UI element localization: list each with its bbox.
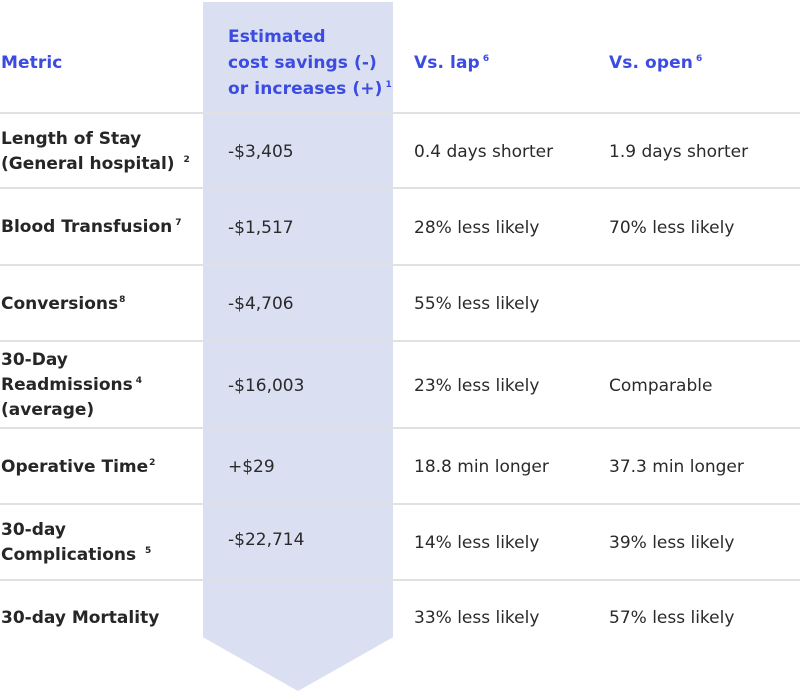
cost-cell: -$16,003 bbox=[228, 375, 305, 396]
footnote-ref: 8 bbox=[119, 294, 126, 305]
row-divider bbox=[0, 264, 800, 266]
table-row-readmissions: 30-Day Readmissions 4 (average) -$16,003 … bbox=[0, 342, 800, 429]
footnote-ref: 7 bbox=[175, 218, 182, 229]
footnote-ref: 6 bbox=[482, 54, 490, 65]
column-header-vs-open: Vs. open 6 bbox=[609, 53, 703, 73]
header-cost-line2: cost savings (-) bbox=[228, 53, 377, 73]
footnote-ref: 2 bbox=[149, 457, 156, 468]
row-divider bbox=[0, 427, 800, 429]
column-header-metric: Metric bbox=[1, 53, 63, 73]
footnote-ref: 2 bbox=[183, 154, 190, 165]
table-row-conversions: Conversions8 -$4,706 55% less likely bbox=[0, 266, 800, 342]
header-row: Metric Estimated cost savings (-) or inc… bbox=[0, 0, 800, 114]
vs-open-cell: 70% less likely bbox=[609, 217, 735, 238]
vs-open-cell: 37.3 min longer bbox=[609, 457, 744, 477]
row-divider bbox=[0, 112, 800, 114]
table-row-length-of-stay: Length of Stay (General hospital) 2 -$3,… bbox=[0, 114, 800, 189]
table-row-blood-transfusion: Blood Transfusion 7 -$1,517 28% less like… bbox=[0, 189, 800, 266]
metric-cell: 30-day Complications 5 bbox=[1, 520, 152, 565]
table-row-complications: 30-day Complications 5 -$22,714 14% less… bbox=[0, 505, 800, 581]
vs-open-cell: 39% less likely bbox=[609, 533, 735, 553]
footnote-ref: 1 bbox=[385, 80, 392, 91]
metric-cell: Conversions8 bbox=[1, 293, 126, 314]
cost-cell: -$3,405 bbox=[228, 141, 294, 162]
column-header-cost: Estimated cost savings (-) or increases … bbox=[228, 0, 393, 114]
table-row-mortality: 30-day Mortality 33% less likely 57% les… bbox=[0, 581, 800, 655]
column-header-vs-lap: Vs. lap 6 bbox=[414, 53, 490, 73]
vs-lap-cell: 23% less likely bbox=[414, 375, 540, 396]
table-row-operative-time: Operative Time2 +$29 18.8 min longer 37.… bbox=[0, 429, 800, 505]
row-divider bbox=[0, 187, 800, 189]
vs-lap-cell: 14% less likely bbox=[414, 533, 540, 553]
metric-cell: Operative Time2 bbox=[1, 456, 156, 477]
vs-open-cell: 57% less likely bbox=[609, 608, 735, 628]
vs-open-cell bbox=[609, 266, 799, 342]
footnote-ref: 4 bbox=[135, 376, 143, 387]
metric-cell: 30-day Mortality bbox=[1, 607, 160, 628]
metric-cell: 30-Day Readmissions 4 (average) bbox=[1, 350, 143, 420]
cost-cell: -$4,706 bbox=[228, 294, 294, 314]
row-divider bbox=[0, 503, 800, 505]
vs-lap-cell: 55% less likely bbox=[414, 294, 540, 314]
row-divider bbox=[0, 579, 800, 581]
cost-column-highlight-arrow bbox=[203, 2, 393, 691]
footnote-ref: 5 bbox=[145, 546, 152, 557]
vs-lap-cell: 18.8 min longer bbox=[414, 457, 549, 477]
vs-lap-cell: 33% less likely bbox=[414, 608, 540, 628]
cost-cell: -$22,714 bbox=[228, 530, 305, 550]
vs-lap-cell: 28% less likely bbox=[414, 217, 540, 238]
metric-cell: Length of Stay (General hospital) 2 bbox=[1, 128, 190, 174]
cost-cell: -$1,517 bbox=[228, 217, 294, 238]
vs-lap-cell: 0.4 days shorter bbox=[414, 141, 554, 162]
header-cost-line3: or increases (+) 1 bbox=[228, 79, 392, 99]
header-cost-line1: Estimated bbox=[228, 27, 326, 47]
cost-cell bbox=[228, 581, 393, 655]
cost-cell: +$29 bbox=[228, 457, 275, 477]
footnote-ref: 6 bbox=[695, 54, 703, 65]
vs-open-cell: 1.9 days shorter bbox=[609, 141, 749, 162]
vs-open-cell: Comparable bbox=[609, 375, 713, 396]
row-divider bbox=[0, 340, 800, 342]
metric-cell: Blood Transfusion 7 bbox=[1, 217, 182, 237]
